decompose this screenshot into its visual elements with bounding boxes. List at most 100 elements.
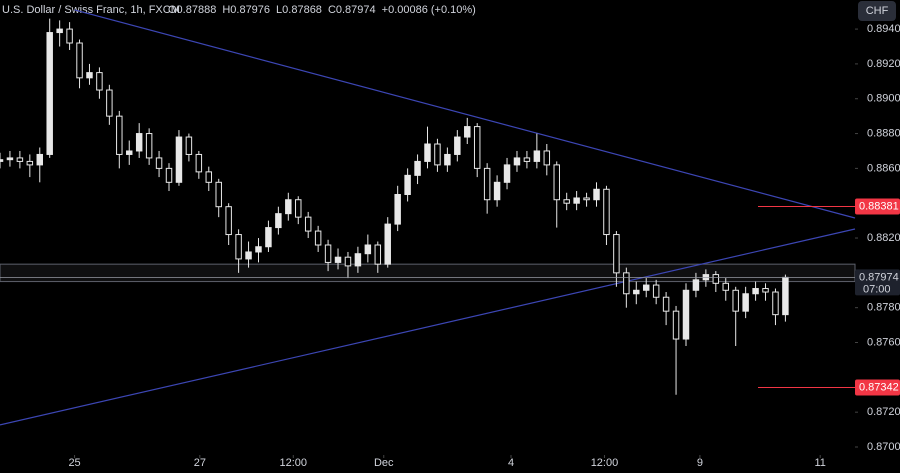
candle-body — [523, 157, 531, 162]
candle-body — [245, 251, 252, 260]
candle-body — [275, 213, 282, 229]
candle-body — [682, 289, 690, 340]
candle-body — [623, 272, 630, 295]
candle-body — [414, 160, 421, 176]
candle-body — [295, 199, 302, 218]
candle-body — [583, 197, 590, 201]
candle-body — [16, 157, 24, 162]
x-tick-label: 27 — [194, 457, 206, 469]
candle-body — [732, 289, 739, 312]
candle-body — [662, 296, 670, 312]
candle-body — [66, 28, 73, 44]
candle-body — [384, 223, 391, 265]
candle-body — [6, 157, 14, 161]
candle-body — [613, 234, 620, 274]
candle-body — [444, 153, 451, 166]
x-tick-label: 12:00 — [280, 457, 308, 469]
candle-body — [324, 244, 332, 263]
candle-body — [493, 181, 501, 201]
candle-body — [334, 256, 342, 263]
candle-body — [145, 133, 153, 159]
x-tick-label: 11 — [814, 457, 825, 469]
last-price-tag — [855, 269, 900, 296]
candle-body — [404, 174, 411, 196]
candle-body — [0, 159, 4, 162]
candle-body — [603, 188, 610, 236]
candle-body — [285, 199, 292, 215]
ohlc-value: H0.87976 — [222, 4, 270, 16]
ohlc-value: +0.00086 (+0.10%) — [382, 4, 476, 16]
candle-body — [225, 206, 232, 236]
candle-body — [772, 291, 779, 316]
candle-body — [593, 188, 600, 201]
candle-body — [633, 289, 640, 295]
currency-button[interactable] — [858, 1, 896, 21]
x-tick-label: 4 — [508, 457, 514, 469]
level-label: 0.87342 — [859, 381, 899, 393]
level-label: 0.88381 — [859, 200, 899, 212]
candle-body — [712, 274, 720, 284]
candle-body — [205, 171, 213, 183]
candle-body — [424, 143, 431, 162]
candle-body — [344, 256, 352, 267]
candle-body — [503, 164, 511, 183]
candle-body — [782, 276, 789, 316]
candle-body — [96, 72, 103, 91]
ohlc-value: L0.87868 — [276, 4, 322, 16]
candle-body — [374, 244, 382, 265]
candle-body — [394, 194, 401, 225]
x-tick-label: 25 — [68, 457, 80, 469]
zone — [0, 263, 856, 283]
candle-body — [354, 253, 362, 267]
candle-body — [364, 244, 372, 255]
candle-body — [642, 284, 650, 291]
last-price-label: 0.87974 — [859, 271, 899, 283]
candle-body — [434, 143, 441, 166]
candle-body — [563, 199, 570, 204]
candle-body — [26, 160, 34, 166]
candle-body — [314, 230, 322, 246]
y-tick-label: 0.87000 — [867, 441, 900, 453]
candle-body — [116, 115, 123, 155]
candle-body — [155, 157, 163, 169]
x-tick-label: Dec — [374, 457, 394, 469]
candle-body — [692, 279, 700, 291]
candle-body — [175, 136, 183, 183]
candle-body — [215, 181, 222, 208]
candle-body — [652, 284, 660, 298]
trendline — [0, 228, 856, 426]
candle-body — [255, 246, 262, 253]
candle-body — [722, 282, 729, 291]
trendline — [74, 9, 856, 219]
candle-body — [533, 150, 541, 162]
candle-body — [265, 227, 272, 248]
candle-body — [543, 150, 551, 166]
candle-body — [36, 153, 44, 166]
candle-body — [195, 153, 203, 173]
candle-body — [76, 42, 83, 79]
candle-body — [464, 126, 471, 138]
candle-body — [762, 288, 769, 293]
candle-body — [165, 167, 173, 183]
candle-body — [135, 133, 143, 152]
candle-body — [483, 167, 491, 201]
ohlc-value: O0.87888 — [168, 4, 216, 16]
candle-body — [742, 293, 749, 312]
candle-body — [473, 126, 481, 169]
currency-label[interactable]: CHF — [866, 5, 889, 17]
candle-body — [573, 197, 580, 204]
candle-body — [235, 234, 242, 260]
candle-body — [752, 288, 759, 295]
candle-body — [56, 28, 63, 34]
candle-body — [304, 216, 312, 232]
candle-body — [513, 157, 521, 166]
candle-body — [454, 136, 461, 155]
